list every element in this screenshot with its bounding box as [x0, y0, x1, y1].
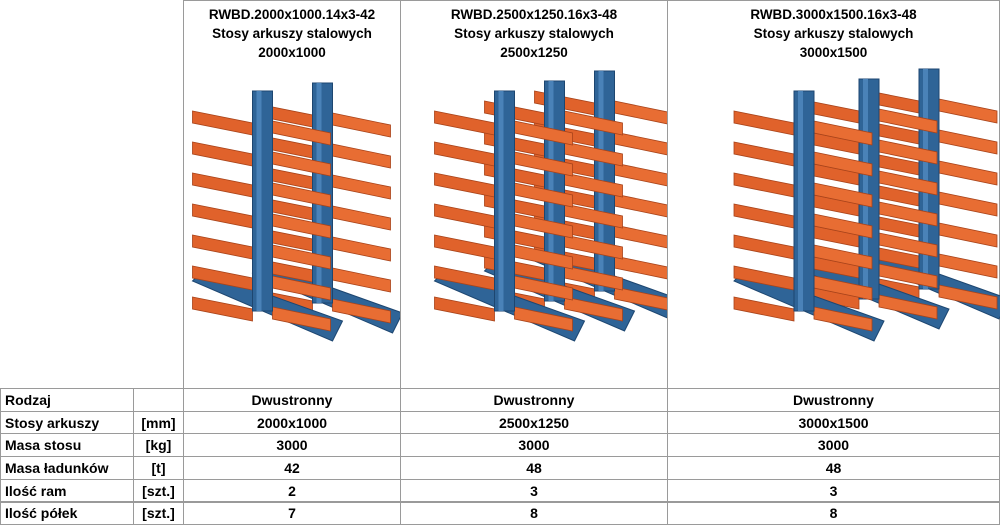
- rack-part: [514, 306, 573, 332]
- row-unit: [t]: [133, 456, 184, 480]
- row-label: Ilość ram: [0, 478, 134, 503]
- rack-part: [192, 110, 253, 136]
- product-size: 2500x1250: [500, 45, 568, 60]
- rack-part: [434, 172, 495, 198]
- rack-part: [733, 172, 795, 198]
- row-value: 2500x1250: [400, 410, 668, 435]
- row-value: 3000: [183, 433, 401, 458]
- rack-part: [192, 203, 253, 229]
- product-header: RWBD.2000x1000.14x3-42 Stosy arkuszy stal…: [183, 0, 401, 389]
- rack-part: [434, 296, 495, 322]
- row-unit: [kg]: [133, 433, 184, 458]
- product-header: RWBD.2500x1250.16x3-48 Stosy arkuszy stal…: [400, 0, 668, 389]
- rack-illustration: [733, 68, 1000, 342]
- rack-part: [192, 234, 253, 260]
- rack-part: [252, 90, 273, 312]
- row-value: Dwustronny: [400, 388, 668, 412]
- row-value: 2000x1000: [183, 410, 401, 435]
- rack-part: [614, 193, 668, 218]
- product-size: 3000x1500: [799, 45, 868, 60]
- product-desc: Stosy arkuszy stalowych: [753, 26, 914, 41]
- product-desc: Stosy arkuszy stalowych: [212, 26, 372, 41]
- rack-part: [434, 110, 495, 136]
- row-value: 3: [667, 478, 1000, 503]
- rack-part: [192, 172, 253, 198]
- product-code: RWBD.3000x1500.16x3-48: [750, 7, 917, 22]
- row-value: 48: [667, 456, 1000, 480]
- rack-part: [614, 162, 668, 187]
- row-value: 42: [183, 456, 401, 480]
- rack-part: [938, 160, 998, 186]
- row-value: 48: [400, 456, 668, 480]
- rack-part: [733, 141, 795, 167]
- rack-part: [434, 234, 495, 260]
- rack-part: [863, 79, 868, 299]
- row-value: 8: [667, 501, 1000, 526]
- rack-part: [733, 110, 795, 136]
- rack-part: [332, 205, 391, 231]
- row-value: 7: [183, 501, 401, 526]
- rack-part: [434, 203, 495, 229]
- rack-part: [938, 284, 998, 310]
- rack-part: [733, 296, 795, 322]
- rack-part: [938, 129, 998, 155]
- row-value: Dwustronny: [183, 388, 401, 412]
- rack-part: [332, 298, 391, 324]
- rack-part: [793, 90, 815, 312]
- row-unit: [mm]: [133, 410, 184, 435]
- row-value: 3000: [667, 433, 1000, 458]
- product-code: RWBD.2500x1250.16x3-48: [450, 7, 618, 22]
- rack-part: [733, 203, 795, 229]
- rack-part: [614, 100, 668, 125]
- row-label: Stosy arkuszy: [0, 410, 134, 435]
- rack-illustration: [433, 70, 668, 342]
- rack-part: [614, 224, 668, 249]
- rack-part: [733, 234, 795, 260]
- row-value: 2: [183, 478, 401, 503]
- rack-part: [272, 306, 331, 332]
- rack-part: [564, 296, 623, 322]
- rack-part: [332, 112, 391, 138]
- row-label: Rodzaj: [0, 388, 134, 412]
- row-label: Ilość półek: [0, 501, 134, 526]
- rack-part: [332, 143, 391, 169]
- row-value: 3: [400, 478, 668, 503]
- rack-part: [332, 236, 391, 262]
- rack-part: [434, 141, 495, 167]
- rack-part: [332, 174, 391, 200]
- row-value: 3000: [400, 433, 668, 458]
- rack-part: [938, 253, 998, 279]
- rack-part: [614, 131, 668, 156]
- row-value: Dwustronny: [667, 388, 1000, 412]
- row-unit: [133, 388, 184, 412]
- rack-part: [614, 286, 668, 311]
- rack-part: [192, 141, 253, 167]
- rack-part: [878, 294, 938, 320]
- row-label: Masa stosu: [0, 433, 134, 458]
- rack-part: [494, 90, 515, 312]
- rack-part: [192, 296, 253, 322]
- rack-part: [614, 255, 668, 280]
- rack-part: [813, 306, 873, 332]
- rack-part: [938, 98, 998, 124]
- rack-part: [938, 191, 998, 217]
- product-header: RWBD.3000x1500.16x3-48 Stosy arkuszy stal…: [667, 0, 1000, 389]
- rack-part: [332, 267, 391, 293]
- rack-part: [498, 91, 504, 311]
- product-size: 2000x1000: [258, 45, 326, 60]
- product-desc: Stosy arkuszy stalowych: [454, 26, 614, 41]
- rack-part: [798, 91, 803, 311]
- rack-part: [923, 69, 928, 289]
- rack-part: [938, 222, 998, 248]
- row-label: Masa ładunków: [0, 456, 134, 480]
- row-value: 8: [400, 501, 668, 526]
- rack-illustration: [191, 82, 401, 342]
- product-code: RWBD.2000x1000.14x3-42: [208, 7, 376, 22]
- row-value: 3000x1500: [667, 410, 1000, 435]
- rack-part: [256, 91, 262, 311]
- row-unit: [szt.]: [133, 501, 184, 526]
- row-unit: [szt.]: [133, 478, 184, 503]
